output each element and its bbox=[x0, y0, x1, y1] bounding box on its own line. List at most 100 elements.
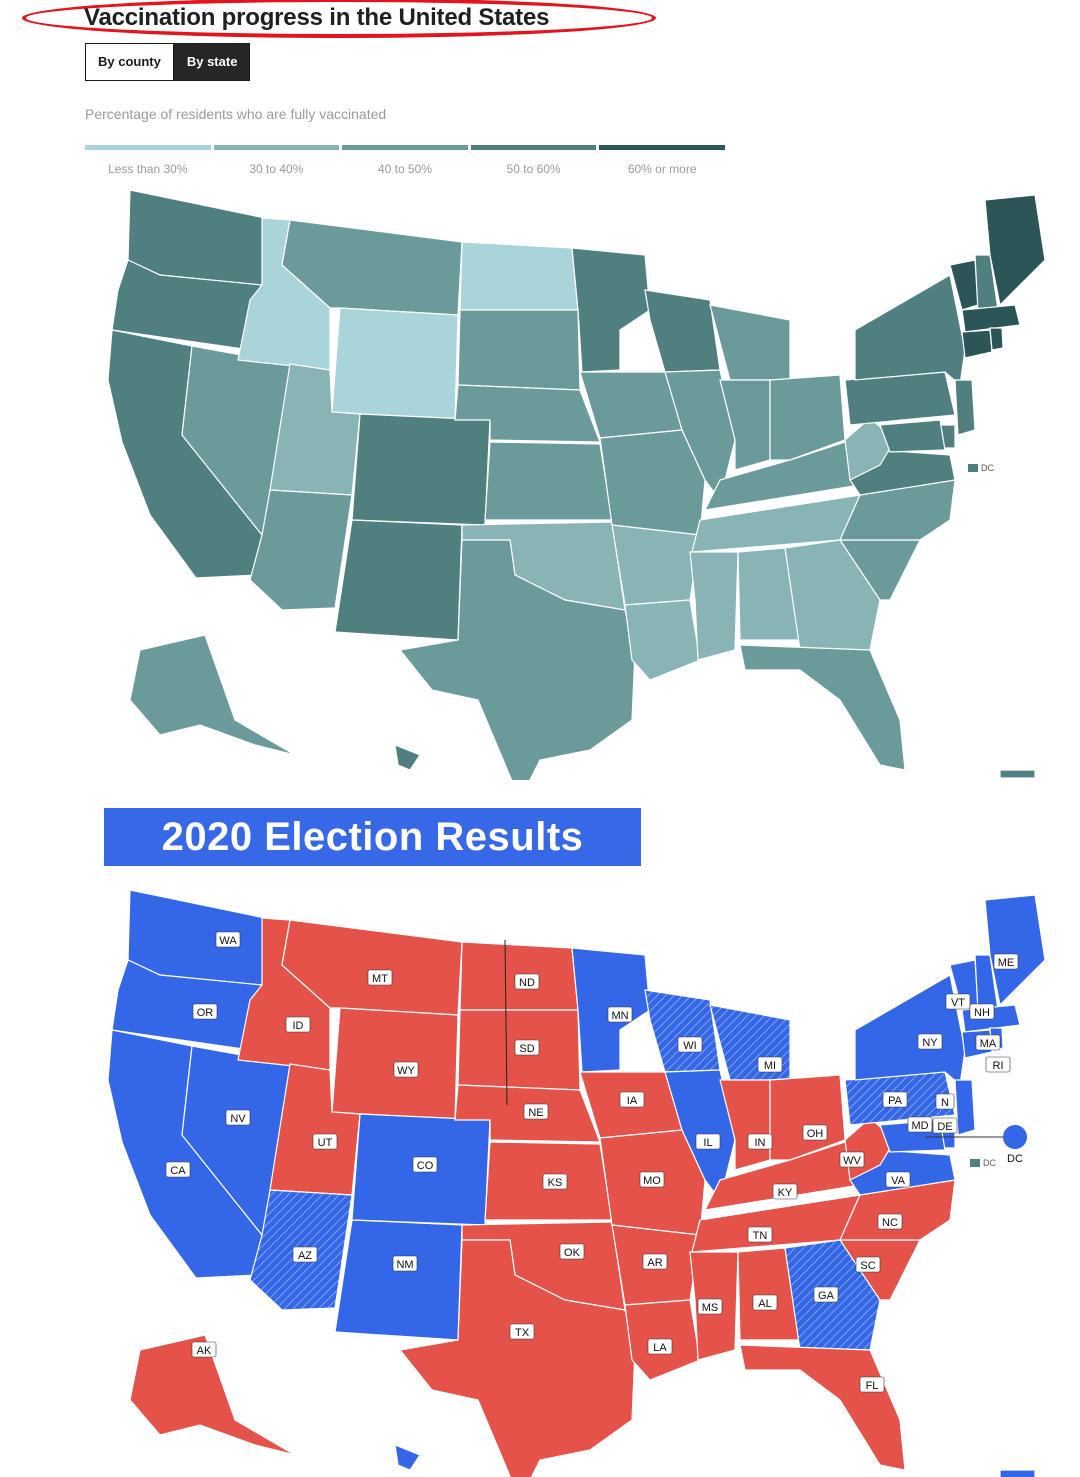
state-ak[interactable] bbox=[129, 1334, 296, 1456]
state-mn[interactable] bbox=[571, 247, 651, 373]
state-mo[interactable] bbox=[599, 429, 706, 536]
state-hi[interactable] bbox=[394, 744, 421, 771]
state-label-n: N bbox=[941, 1097, 949, 1109]
legend-label: 60% or more bbox=[627, 162, 697, 176]
state-nm[interactable] bbox=[334, 1219, 463, 1341]
state-label-nv: NV bbox=[230, 1113, 246, 1125]
state-label-box bbox=[392, 1255, 418, 1272]
state-label-box bbox=[907, 1116, 933, 1133]
state-co[interactable] bbox=[351, 413, 491, 526]
state-label-md: MD bbox=[911, 1120, 928, 1132]
state-label-box bbox=[935, 1093, 955, 1110]
state-nj[interactable] bbox=[954, 379, 976, 436]
vaccination-dc-note: DC bbox=[968, 463, 994, 473]
state-label-vt: VT bbox=[951, 997, 965, 1009]
state-tx[interactable] bbox=[398, 539, 636, 780]
legend-item: 40 to 50% bbox=[342, 145, 468, 176]
state-label-box bbox=[985, 1056, 1011, 1073]
state-ny[interactable] bbox=[854, 274, 966, 387]
state-wy[interactable] bbox=[331, 307, 459, 421]
state-pr[interactable] bbox=[999, 1469, 1036, 1477]
state-md[interactable] bbox=[879, 419, 946, 453]
state-label-box bbox=[993, 953, 1019, 970]
state-nm[interactable] bbox=[334, 519, 463, 641]
by-county-button[interactable]: By county bbox=[85, 43, 174, 81]
state-label-sd: SD bbox=[519, 1043, 534, 1055]
state-label-box bbox=[393, 1061, 419, 1078]
state-label-box bbox=[559, 1243, 585, 1260]
state-tx[interactable] bbox=[398, 1239, 636, 1477]
by-state-button[interactable]: By state bbox=[173, 43, 251, 81]
state-me[interactable] bbox=[984, 194, 1046, 307]
dc-point-label: DC bbox=[1007, 1153, 1023, 1165]
state-mi[interactable] bbox=[709, 304, 791, 381]
state-label-box bbox=[747, 1133, 773, 1150]
state-ga[interactable] bbox=[784, 539, 881, 651]
state-ar[interactable] bbox=[611, 524, 701, 606]
state-label-me: ME bbox=[998, 957, 1015, 969]
legend-swatch bbox=[470, 145, 597, 150]
legend-swatch bbox=[342, 145, 468, 150]
state-label-de: DE bbox=[937, 1121, 952, 1133]
legend-label: 30 to 40% bbox=[249, 162, 304, 176]
state-ak[interactable] bbox=[129, 634, 296, 756]
state-label-box bbox=[917, 1033, 943, 1050]
dc-marker[interactable] bbox=[1003, 1125, 1027, 1149]
state-label-box bbox=[514, 1039, 540, 1056]
state-label-wv: WV bbox=[843, 1155, 861, 1167]
state-ct[interactable] bbox=[961, 329, 993, 359]
state-label-box bbox=[813, 1286, 839, 1303]
state-label-nd: ND bbox=[519, 977, 535, 989]
state-pr[interactable] bbox=[999, 769, 1036, 779]
state-hi[interactable] bbox=[394, 1444, 421, 1471]
state-in[interactable] bbox=[719, 379, 771, 471]
state-nd[interactable] bbox=[459, 241, 579, 311]
state-label-mo: MO bbox=[643, 1175, 661, 1187]
state-label-wa: WA bbox=[219, 935, 237, 947]
state-ma[interactable] bbox=[961, 304, 1021, 333]
vaccination-subtitle: Percentage of residents who are fully va… bbox=[85, 106, 387, 122]
state-label-box bbox=[642, 1253, 668, 1270]
state-label-or: OR bbox=[197, 1007, 214, 1019]
state-label-ak: AK bbox=[197, 1345, 212, 1357]
legend-swatch bbox=[599, 145, 725, 150]
state-sd[interactable] bbox=[457, 309, 581, 391]
state-label-ga: GA bbox=[818, 1290, 835, 1302]
state-fl[interactable] bbox=[739, 644, 906, 771]
state-az[interactable] bbox=[249, 489, 353, 611]
state-label-box bbox=[225, 1109, 251, 1126]
state-ms[interactable] bbox=[689, 551, 739, 661]
state-label-box bbox=[607, 1006, 633, 1023]
state-label-id: ID bbox=[293, 1020, 304, 1032]
state-label-box bbox=[885, 1171, 911, 1188]
state-oh[interactable] bbox=[769, 374, 846, 461]
state-ri[interactable] bbox=[989, 327, 1004, 351]
state-label-box bbox=[412, 1156, 438, 1173]
state-ia[interactable] bbox=[579, 371, 683, 439]
state-label-az: AZ bbox=[298, 1250, 312, 1262]
state-fl[interactable] bbox=[739, 1344, 906, 1471]
state-nj[interactable] bbox=[954, 1079, 976, 1136]
vaccination-legend: Less than 30% 30 to 40% 40 to 50% 50 to … bbox=[85, 145, 725, 176]
state-label-tn: TN bbox=[753, 1230, 768, 1242]
state-la[interactable] bbox=[624, 599, 701, 681]
state-ks[interactable] bbox=[484, 441, 613, 521]
election-map: WA OR CA NV ID MT WY UT AZ CO NM ND SD NE KS OK TX MN IA MO… bbox=[107, 889, 1046, 1477]
state-wi[interactable] bbox=[644, 289, 721, 373]
divider-line bbox=[504, 939, 508, 1106]
state-label-wy: WY bbox=[397, 1065, 415, 1077]
state-label-in: IN bbox=[755, 1137, 766, 1149]
state-ne[interactable] bbox=[454, 384, 601, 443]
state-me[interactable] bbox=[984, 894, 1046, 1007]
legend-swatch bbox=[85, 145, 211, 150]
state-label-ri: RI bbox=[993, 1060, 1004, 1072]
state-label-mi: MI bbox=[764, 1060, 776, 1072]
state-label-oh: OH bbox=[807, 1128, 824, 1140]
state-label-box bbox=[859, 1376, 885, 1393]
state-label-box bbox=[619, 1091, 645, 1108]
state-ny[interactable] bbox=[854, 974, 966, 1087]
state-label-box bbox=[975, 1034, 1001, 1051]
state-label-box bbox=[191, 1341, 217, 1358]
legend-item: 30 to 40% bbox=[213, 145, 340, 176]
state-label-la: LA bbox=[653, 1342, 667, 1354]
